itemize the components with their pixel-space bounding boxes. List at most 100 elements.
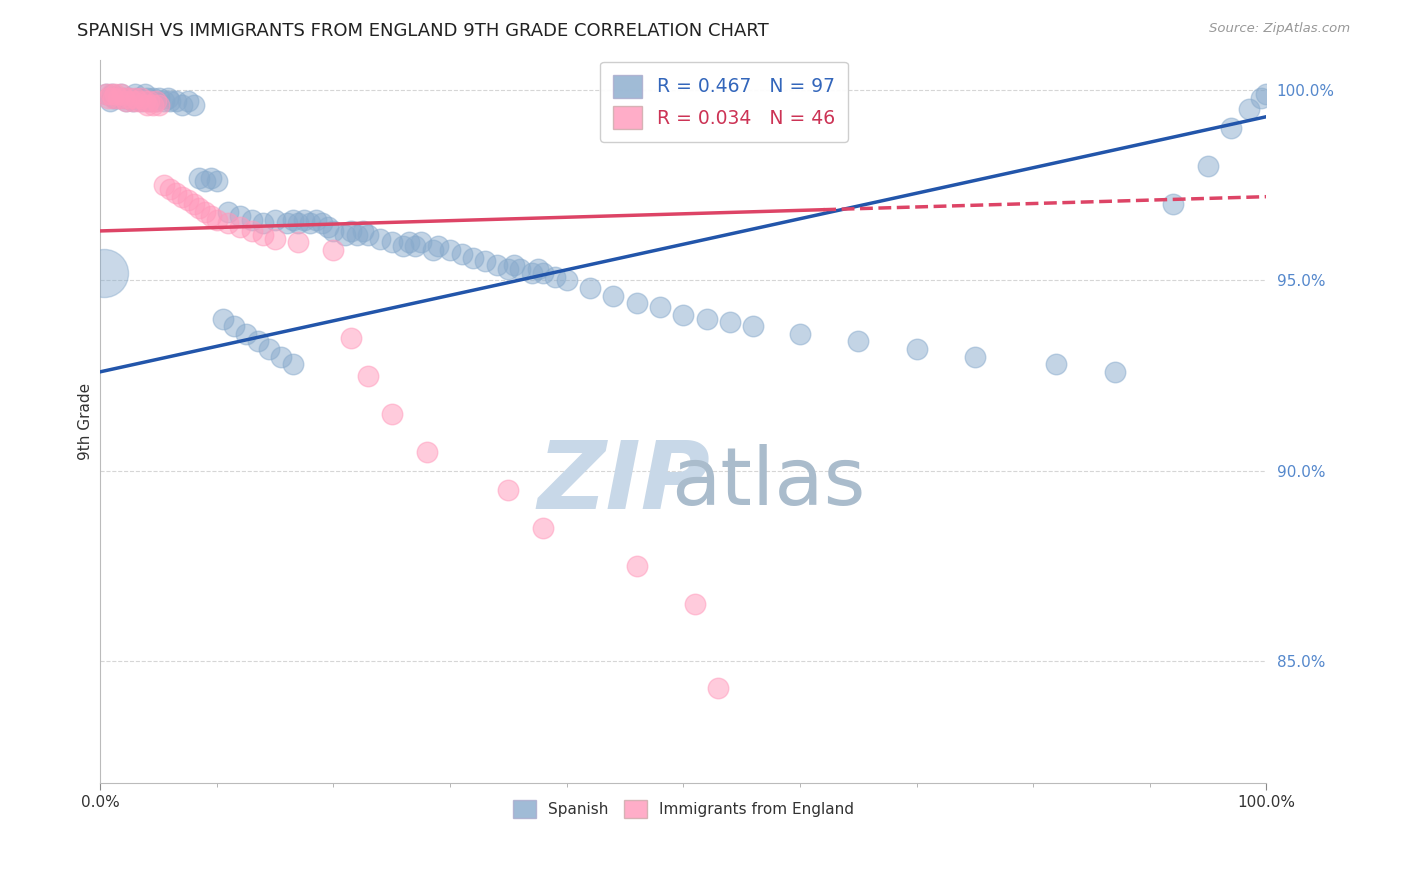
Point <box>531 266 554 280</box>
Point <box>648 300 671 314</box>
Point <box>409 235 432 250</box>
Point <box>498 262 520 277</box>
Point <box>229 220 252 235</box>
Point <box>170 98 193 112</box>
Point <box>188 170 211 185</box>
Point <box>112 91 135 105</box>
Point <box>404 239 426 253</box>
Point <box>264 212 287 227</box>
Point <box>789 326 811 341</box>
Point <box>176 194 198 208</box>
Point <box>115 95 138 109</box>
Point <box>742 319 765 334</box>
Point <box>127 91 149 105</box>
Point <box>104 87 127 101</box>
Point <box>299 216 322 230</box>
Point <box>218 205 240 219</box>
Point <box>240 224 263 238</box>
Point <box>463 251 485 265</box>
Point <box>498 483 520 497</box>
Point <box>94 87 117 101</box>
Point <box>416 444 439 458</box>
Point <box>94 87 117 101</box>
Point <box>159 182 181 196</box>
Point <box>145 95 167 109</box>
Point <box>194 174 217 188</box>
Point <box>200 170 222 185</box>
Point <box>107 91 129 105</box>
Point <box>439 243 461 257</box>
Point <box>1256 87 1278 101</box>
Point <box>270 350 292 364</box>
Point <box>346 227 368 242</box>
Point <box>159 95 181 109</box>
Point <box>112 91 135 105</box>
Point <box>287 216 309 230</box>
Point <box>156 91 179 105</box>
Point <box>110 87 132 101</box>
Point <box>696 311 718 326</box>
Point <box>98 95 121 109</box>
Point <box>118 91 141 105</box>
Point <box>1104 365 1126 379</box>
Point <box>322 243 344 257</box>
Point <box>381 235 404 250</box>
Point <box>392 239 415 253</box>
Point <box>1237 102 1260 116</box>
Point <box>602 288 624 302</box>
Point <box>352 224 374 238</box>
Point <box>110 87 132 101</box>
Point <box>135 91 157 105</box>
Point <box>229 209 252 223</box>
Point <box>205 174 228 188</box>
Point <box>544 269 567 284</box>
Point <box>292 212 315 227</box>
Point <box>101 87 124 101</box>
Point <box>165 186 187 200</box>
Point <box>165 95 187 109</box>
Point <box>101 91 124 105</box>
Point <box>100 87 122 101</box>
Point <box>200 209 222 223</box>
Point <box>450 247 472 261</box>
Point <box>846 334 869 349</box>
Point <box>235 326 257 341</box>
Point <box>531 521 554 535</box>
Point <box>127 95 149 109</box>
Point <box>485 258 508 272</box>
Point <box>555 273 578 287</box>
Point <box>183 197 205 211</box>
Point <box>224 319 246 334</box>
Point <box>281 357 304 371</box>
Point <box>121 95 143 109</box>
Point <box>1220 121 1243 136</box>
Point <box>259 342 281 356</box>
Point <box>340 330 363 344</box>
Point <box>322 224 344 238</box>
Point <box>281 212 304 227</box>
Point <box>520 266 543 280</box>
Point <box>474 254 496 268</box>
Point <box>142 91 165 105</box>
Point <box>135 98 157 112</box>
Point <box>153 95 176 109</box>
Point <box>194 205 217 219</box>
Text: SPANISH VS IMMIGRANTS FROM ENGLAND 9TH GRADE CORRELATION CHART: SPANISH VS IMMIGRANTS FROM ENGLAND 9TH G… <box>77 22 769 40</box>
Point <box>211 311 233 326</box>
Point <box>97 91 120 105</box>
Point <box>183 98 205 112</box>
Point <box>188 201 211 215</box>
Point <box>103 91 125 105</box>
Point <box>93 266 115 280</box>
Point <box>176 95 198 109</box>
Point <box>148 91 170 105</box>
Point <box>398 235 420 250</box>
Point <box>718 315 741 329</box>
Text: ZIP: ZIP <box>537 437 710 529</box>
Point <box>276 216 298 230</box>
Point <box>153 178 176 193</box>
Point <box>963 350 986 364</box>
Y-axis label: 9th Grade: 9th Grade <box>79 383 93 460</box>
Point <box>905 342 928 356</box>
Point <box>124 87 146 101</box>
